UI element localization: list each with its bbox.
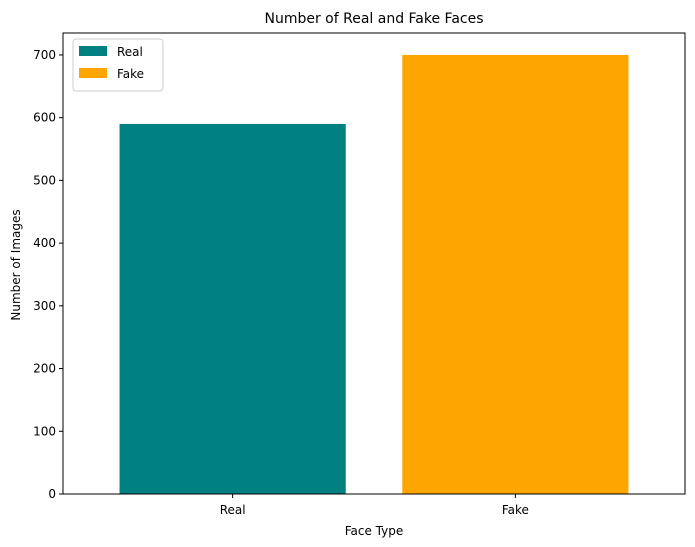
x-axis: Real Fake	[220, 494, 529, 517]
y-tick-label: 200	[33, 362, 56, 376]
bars-group	[119, 54, 629, 494]
chart-title: Number of Real and Fake Faces	[264, 11, 483, 27]
y-tick-label: 500	[33, 173, 56, 187]
y-tick-label: 100	[33, 424, 56, 438]
y-axis-label: Number of Images	[9, 209, 23, 320]
bar-real	[119, 123, 346, 494]
y-tick-label: 300	[33, 299, 56, 313]
x-tick-label-real: Real	[220, 503, 246, 517]
legend: Real Fake	[72, 38, 164, 92]
legend-swatch-fake	[79, 68, 107, 78]
y-tick-label: 600	[33, 111, 56, 125]
legend-swatch-real	[79, 46, 107, 56]
x-axis-label: Face Type	[345, 524, 404, 538]
y-axis: 0 100 200 300 400 500 600 700	[33, 48, 63, 501]
y-tick-label: 400	[33, 236, 56, 250]
bar-fake	[402, 54, 629, 494]
legend-label-real: Real	[117, 45, 143, 59]
legend-label-fake: Fake	[117, 67, 144, 81]
plot-frame	[62, 32, 686, 495]
x-tick-label-fake: Fake	[502, 503, 529, 517]
y-tick-label: 700	[33, 48, 56, 62]
y-tick-label: 0	[48, 487, 56, 501]
